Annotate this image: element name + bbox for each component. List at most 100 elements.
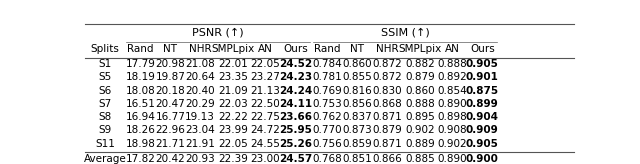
Text: 0.860: 0.860	[405, 86, 435, 96]
Text: 0.900: 0.900	[466, 154, 499, 164]
Text: 0.873: 0.873	[342, 125, 372, 135]
Text: 0.768: 0.768	[312, 154, 342, 164]
Text: S1: S1	[99, 59, 112, 69]
Text: S8: S8	[99, 112, 112, 122]
Text: Splits: Splits	[91, 44, 120, 54]
Text: 0.871: 0.871	[372, 112, 402, 122]
Text: SMPLpix: SMPLpix	[398, 44, 442, 54]
Text: 0.872: 0.872	[372, 72, 402, 82]
Text: 0.851: 0.851	[342, 154, 372, 164]
Text: 0.816: 0.816	[342, 86, 372, 96]
Text: 0.769: 0.769	[312, 86, 342, 96]
Text: S5: S5	[99, 72, 112, 82]
Text: 24.55: 24.55	[251, 139, 280, 149]
Text: SMPLpix: SMPLpix	[211, 44, 254, 54]
Text: 22.50: 22.50	[251, 99, 280, 109]
Text: 23.27: 23.27	[251, 72, 280, 82]
Text: Average: Average	[84, 154, 127, 164]
Text: 0.762: 0.762	[312, 112, 342, 122]
Text: 0.770: 0.770	[313, 125, 342, 135]
Text: 22.96: 22.96	[156, 125, 185, 135]
Text: 23.66: 23.66	[279, 112, 312, 122]
Text: S9: S9	[99, 125, 112, 135]
Text: 20.93: 20.93	[185, 154, 215, 164]
Text: 0.856: 0.856	[342, 99, 372, 109]
Text: 24.57: 24.57	[278, 154, 312, 164]
Text: 0.830: 0.830	[372, 86, 402, 96]
Text: 25.26: 25.26	[279, 139, 312, 149]
Text: 0.890: 0.890	[438, 154, 467, 164]
Text: 0.879: 0.879	[372, 125, 402, 135]
Text: 20.42: 20.42	[156, 154, 185, 164]
Text: 0.908: 0.908	[438, 125, 467, 135]
Text: 0.909: 0.909	[466, 125, 499, 135]
Text: 0.854: 0.854	[438, 86, 467, 96]
Text: 22.39: 22.39	[218, 154, 248, 164]
Text: 21.08: 21.08	[185, 59, 215, 69]
Text: NT: NT	[163, 44, 177, 54]
Text: AN: AN	[445, 44, 460, 54]
Text: 0.899: 0.899	[466, 99, 499, 109]
Text: 0.902: 0.902	[438, 139, 467, 149]
Text: 21.71: 21.71	[156, 139, 185, 149]
Text: 0.879: 0.879	[405, 72, 435, 82]
Text: S6: S6	[99, 86, 112, 96]
Text: 22.75: 22.75	[251, 112, 280, 122]
Text: Ours: Ours	[283, 44, 308, 54]
Text: 20.64: 20.64	[185, 72, 215, 82]
Text: 0.901: 0.901	[466, 72, 499, 82]
Text: 22.05: 22.05	[218, 139, 248, 149]
Text: 22.01: 22.01	[218, 59, 248, 69]
Text: 0.890: 0.890	[438, 99, 467, 109]
Text: 0.875: 0.875	[466, 86, 499, 96]
Text: 16.94: 16.94	[125, 112, 156, 122]
Text: 23.04: 23.04	[185, 125, 215, 135]
Text: 0.859: 0.859	[342, 139, 372, 149]
Text: 20.40: 20.40	[185, 86, 215, 96]
Text: 0.882: 0.882	[405, 59, 435, 69]
Text: 24.11: 24.11	[278, 99, 312, 109]
Text: 20.29: 20.29	[185, 99, 215, 109]
Text: 20.47: 20.47	[156, 99, 185, 109]
Text: 0.898: 0.898	[438, 112, 467, 122]
Text: AN: AN	[258, 44, 273, 54]
Text: 0.866: 0.866	[372, 154, 402, 164]
Text: NHR: NHR	[376, 44, 398, 54]
Text: 0.868: 0.868	[372, 99, 402, 109]
Text: 22.03: 22.03	[218, 99, 248, 109]
Text: 23.99: 23.99	[218, 125, 248, 135]
Text: 21.91: 21.91	[185, 139, 215, 149]
Text: S7: S7	[99, 99, 112, 109]
Text: 16.51: 16.51	[125, 99, 156, 109]
Text: 0.892: 0.892	[438, 72, 467, 82]
Text: 0.860: 0.860	[342, 59, 372, 69]
Text: SSIM (↑): SSIM (↑)	[381, 27, 429, 37]
Text: 18.08: 18.08	[125, 86, 156, 96]
Text: 19.13: 19.13	[185, 112, 215, 122]
Text: 18.19: 18.19	[125, 72, 156, 82]
Text: 0.756: 0.756	[312, 139, 342, 149]
Text: 20.98: 20.98	[156, 59, 185, 69]
Text: 0.902: 0.902	[405, 125, 435, 135]
Text: 17.79: 17.79	[125, 59, 156, 69]
Text: 0.753: 0.753	[312, 99, 342, 109]
Text: 0.905: 0.905	[466, 139, 499, 149]
Text: 22.05: 22.05	[251, 59, 280, 69]
Text: 21.09: 21.09	[218, 86, 248, 96]
Text: 0.871: 0.871	[372, 139, 402, 149]
Text: 0.837: 0.837	[342, 112, 372, 122]
Text: PSNR (↑): PSNR (↑)	[192, 27, 244, 37]
Text: 0.784: 0.784	[312, 59, 342, 69]
Text: 24.24: 24.24	[278, 86, 312, 96]
Text: 0.855: 0.855	[342, 72, 372, 82]
Text: S11: S11	[95, 139, 115, 149]
Text: Rand: Rand	[127, 44, 154, 54]
Text: 18.26: 18.26	[125, 125, 156, 135]
Text: 23.35: 23.35	[218, 72, 248, 82]
Text: 0.781: 0.781	[312, 72, 342, 82]
Text: 22.22: 22.22	[218, 112, 248, 122]
Text: 0.888: 0.888	[438, 59, 467, 69]
Text: 0.888: 0.888	[405, 99, 435, 109]
Text: 16.77: 16.77	[156, 112, 185, 122]
Text: 0.895: 0.895	[405, 112, 435, 122]
